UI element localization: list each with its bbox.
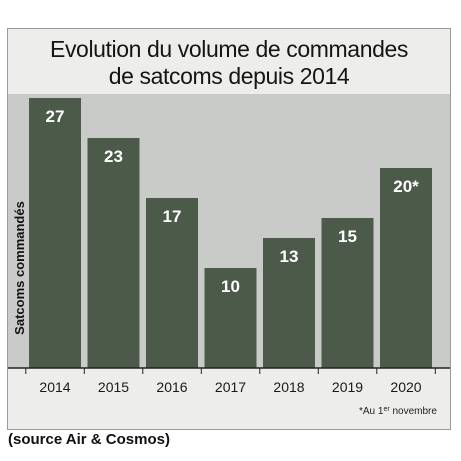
bar-2015 — [87, 138, 140, 368]
chart-title-line-1: Evolution du volume de commandes — [50, 36, 408, 62]
bar-value-label-2016: 17 — [163, 207, 182, 226]
bar-2016 — [146, 198, 198, 368]
y-axis-label: Satcoms commandés — [12, 201, 27, 335]
bar-2019 — [321, 218, 374, 368]
x-tick-label-2016: 2016 — [156, 379, 187, 395]
x-tick-label-2019: 2019 — [332, 379, 363, 395]
x-tick-label-2018: 2018 — [273, 379, 304, 395]
bars-group: 27 23 17 10 13 15 20* — [29, 98, 432, 368]
x-ticks-group: 2014 2015 2016 2017 2018 2019 2020 — [25, 368, 436, 395]
bar-value-label-2020: 20* — [393, 177, 419, 196]
chart-title-line-2: de satcoms depuis 2014 — [108, 63, 350, 89]
x-tick-label-2020: 2020 — [390, 379, 421, 395]
footnote: *Au 1er novembre — [359, 406, 437, 418]
x-tick-label-2014: 2014 — [39, 379, 70, 395]
bar-value-label-2014: 27 — [46, 107, 65, 126]
bar-2014 — [29, 98, 81, 368]
bar-value-label-2019: 15 — [338, 227, 357, 246]
bar-value-label-2015: 23 — [104, 147, 123, 166]
bar-value-label-2018: 13 — [280, 247, 299, 266]
bar-value-label-2017: 10 — [221, 277, 240, 296]
bar-2017 — [204, 268, 257, 368]
x-tick-label-2017: 2017 — [215, 379, 246, 395]
source-caption: (source Air & Cosmos) — [8, 431, 170, 448]
bar-2018 — [263, 238, 315, 368]
bar-2020 — [380, 168, 432, 368]
chart-title: Evolution du volume de commandes de satc… — [7, 36, 451, 90]
x-tick-label-2015: 2015 — [98, 379, 129, 395]
